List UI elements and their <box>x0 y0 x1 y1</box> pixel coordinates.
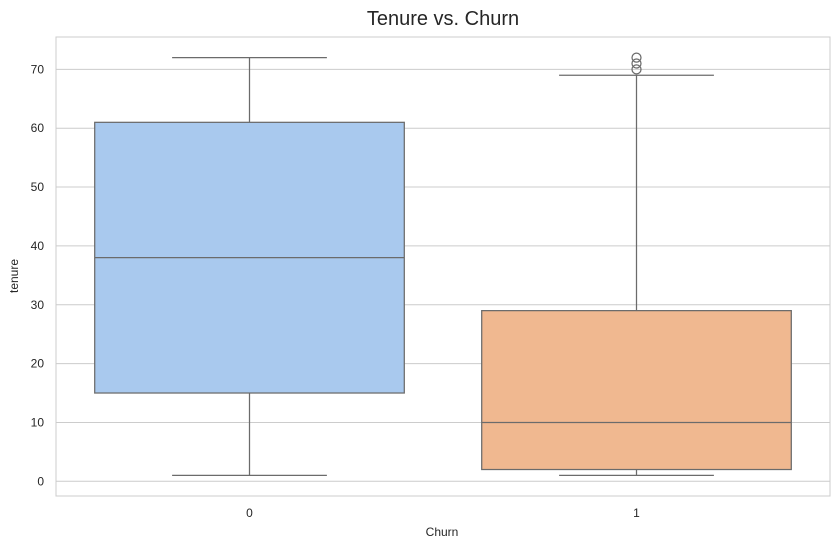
chart-title: Tenure vs. Churn <box>367 8 519 30</box>
y-tick-label-0: 0 <box>37 474 44 488</box>
y-tick-label-70: 70 <box>31 62 45 76</box>
box-iqr-1 <box>481 310 792 471</box>
y-tick-label-20: 20 <box>31 357 45 371</box>
boxes <box>94 52 792 477</box>
box-0 <box>94 56 405 477</box>
y-axis-ticks: 0 10 20 30 40 50 60 70 <box>31 62 45 488</box>
x-axis-label: Churn <box>426 525 459 539</box>
y-tick-label-10: 10 <box>31 415 45 429</box>
box-1 <box>481 52 792 477</box>
outlier-1-72 <box>631 52 642 63</box>
plot-frame <box>55 36 831 497</box>
y-tick-label-40: 40 <box>31 239 45 253</box>
y-tick-label-60: 60 <box>31 121 45 135</box>
x-tick-label-0: 0 <box>246 506 253 520</box>
x-tick-label-1: 1 <box>633 506 640 520</box>
outlier-1-70 <box>631 64 642 75</box>
outlier-1-71 <box>631 58 642 69</box>
y-tick-label-50: 50 <box>31 180 45 194</box>
y-tick-label-30: 30 <box>31 298 45 312</box>
y-axis-label: tenure <box>7 259 21 293</box>
